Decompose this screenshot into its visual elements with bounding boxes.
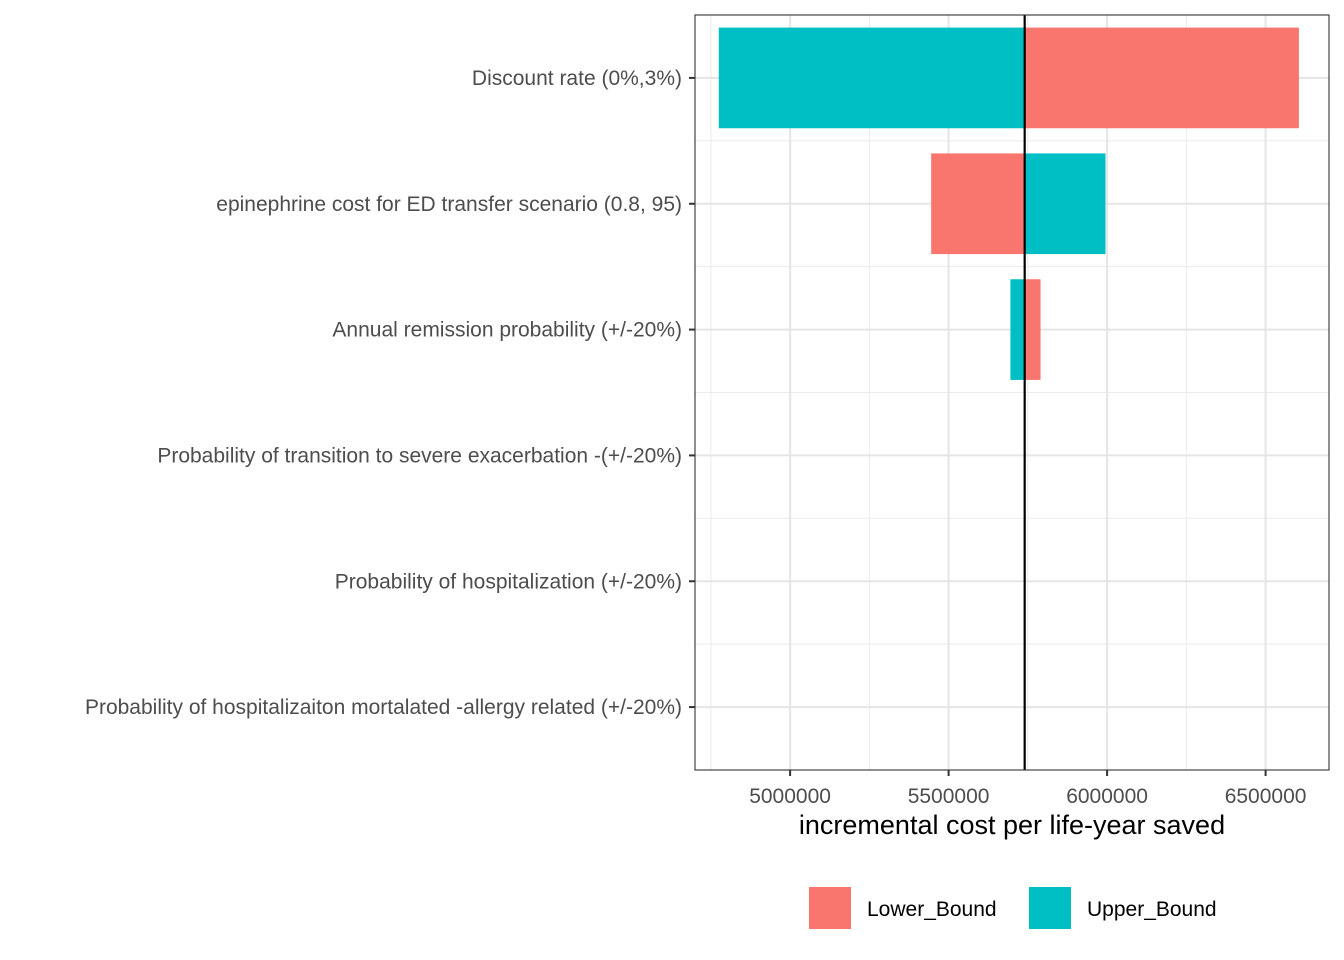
bars bbox=[718, 27, 1299, 380]
legend-key-upper-bound bbox=[1029, 887, 1071, 929]
bar-lower-bound bbox=[1024, 27, 1299, 129]
legend-label: Lower_Bound bbox=[867, 898, 997, 921]
y-axis: Discount rate (0%,3%) epinephrine cost fo… bbox=[85, 67, 695, 719]
bar-upper-bound bbox=[718, 27, 1025, 129]
legend-label: Upper_Bound bbox=[1087, 898, 1217, 921]
legend-key-lower-bound bbox=[809, 887, 851, 929]
x-tick-label: 6000000 bbox=[1066, 785, 1148, 808]
y-tick-label: epinephrine cost for ED transfer scenari… bbox=[216, 193, 682, 216]
plot-panel-border bbox=[694, 14, 1330, 771]
y-tick-label: Probability of hospitalization (+/-20%) bbox=[335, 570, 682, 593]
bar-lower-bound bbox=[931, 153, 1025, 255]
bar-lower-bound bbox=[1024, 279, 1041, 380]
x-tick-label: 5500000 bbox=[908, 785, 990, 808]
bar-upper-bound bbox=[1024, 153, 1106, 255]
y-tick-label: Probability of hospitalizaiton mortalate… bbox=[85, 696, 682, 719]
x-tick-label: 6500000 bbox=[1225, 785, 1307, 808]
x-axis-title: incremental cost per life-year saved bbox=[799, 810, 1225, 840]
x-tick-label: 5000000 bbox=[749, 785, 831, 808]
x-axis: 5000000 5500000 6000000 6500000 bbox=[749, 770, 1306, 808]
bar-upper-bound bbox=[1010, 279, 1025, 380]
y-tick-label: Annual remission probability (+/-20%) bbox=[332, 319, 682, 342]
y-tick-label: Discount rate (0%,3%) bbox=[472, 67, 682, 90]
y-tick-label: Probability of transition to severe exac… bbox=[157, 444, 682, 467]
legend: Lower_Bound Upper_Bound bbox=[809, 887, 1217, 929]
